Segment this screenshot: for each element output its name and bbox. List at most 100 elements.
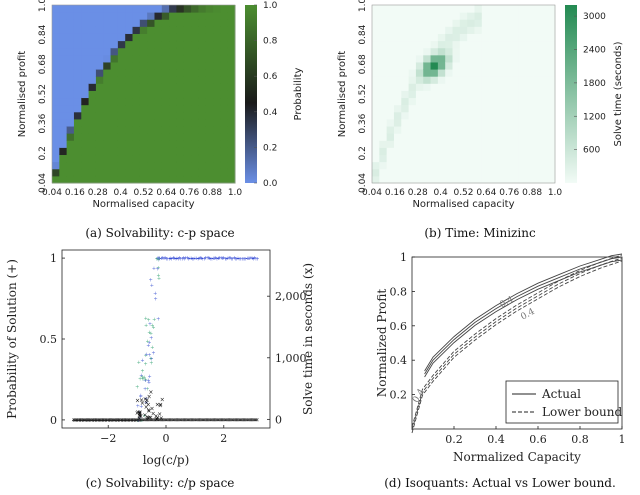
heatmap-cell: [430, 19, 439, 27]
heatmap-cell: [81, 33, 90, 42]
heatmap-cell: [132, 175, 141, 184]
heatmap-cell: [511, 97, 519, 106]
heatmap-cell: [386, 118, 395, 127]
heatmap-cell: [81, 97, 90, 106]
heatmap-cell: [227, 47, 236, 56]
solve-time-point: ×: [249, 417, 253, 423]
caption-c: (c) Solvability: c/p space: [85, 476, 235, 490]
solve-time-point: ×: [155, 414, 160, 421]
solve-time-point: ×: [187, 417, 191, 423]
probability-point: +: [126, 418, 130, 424]
solve-time-point: ×: [147, 393, 152, 400]
solve-time-point: ×: [113, 417, 117, 423]
heatmap-cell: [445, 69, 454, 77]
solve-time-point: ×: [155, 416, 160, 423]
heatmap-cell: [518, 111, 527, 120]
probability-point: +: [96, 418, 100, 424]
heatmap-cell: [474, 111, 483, 120]
solve-time-point: ×: [135, 410, 140, 417]
probability-point: +: [194, 256, 198, 262]
heatmap-cell: [393, 111, 402, 120]
probability-point: +: [187, 256, 191, 262]
heatmap-cell: [401, 133, 410, 141]
heatmap-cell: [139, 61, 148, 70]
solve-time-point: ×: [80, 417, 84, 423]
heatmap-cell: [66, 12, 75, 20]
probability-point: +: [151, 325, 155, 331]
solve-time-point: ×: [90, 417, 94, 423]
solve-time-point: ×: [107, 417, 111, 423]
solve-time-point: ×: [255, 417, 259, 423]
heatmap-cell: [511, 33, 519, 42]
probability-point: +: [153, 291, 157, 297]
heatmap-cell: [547, 161, 556, 170]
heatmap-cell: [66, 118, 75, 127]
solve-time-point: ×: [147, 417, 151, 423]
heatmap-cell: [110, 154, 119, 163]
probability-point: +: [180, 256, 184, 262]
heatmap-cell: [489, 161, 497, 170]
heatmap-cell: [533, 47, 541, 56]
x-tick-label: 0.2: [445, 433, 463, 446]
heatmap-cell: [81, 175, 90, 184]
heatmap-cell: [81, 61, 90, 70]
heatmap-cell: [518, 104, 527, 113]
heatmap-cell: [88, 154, 97, 163]
heatmap-cell: [481, 40, 490, 49]
heatmap-cell: [525, 154, 534, 163]
heatmap-cell: [227, 33, 236, 42]
probability-point: +: [122, 418, 126, 424]
heatmap-cell: [132, 47, 141, 56]
heatmap-cell: [191, 26, 199, 34]
heatmap-cell: [110, 61, 119, 70]
heatmap-cell: [220, 90, 229, 99]
colorbar-tick-label: 1800: [583, 79, 606, 89]
heatmap-cell: [132, 12, 141, 20]
heatmap-cell: [415, 61, 424, 70]
heatmap-cell: [533, 12, 541, 20]
heatmap-cell: [220, 47, 229, 56]
heatmap-cell: [430, 111, 439, 120]
heatmap-cell: [423, 118, 432, 127]
heatmap-cell: [467, 19, 475, 27]
heatmap-cell: [401, 154, 410, 163]
heatmap-cell: [183, 90, 192, 99]
solve-time-point: ×: [216, 417, 220, 423]
heatmap-cell: [511, 19, 519, 27]
heatmap-cell: [518, 126, 527, 134]
heatmap-cell: [59, 33, 68, 42]
probability-point: +: [232, 256, 236, 262]
probability-point: +: [113, 418, 117, 424]
solve-time-point: ×: [200, 417, 204, 423]
heatmap-cell: [547, 5, 556, 13]
heatmap-cell: [103, 97, 112, 106]
solve-time-point: ×: [205, 417, 209, 423]
probability-point: +: [171, 255, 175, 261]
heatmap-cell: [213, 33, 221, 42]
heatmap-cell: [525, 76, 534, 84]
heatmap-cell: [496, 90, 505, 99]
heatmap-cell: [220, 175, 229, 184]
heatmap-cell: [452, 90, 461, 99]
heatmap-cell: [372, 47, 380, 56]
heatmap-cell: [540, 175, 549, 184]
heatmap-cell: [125, 5, 134, 13]
heatmap-cell: [533, 126, 541, 134]
probability-point: +: [156, 257, 160, 263]
heatmap-cell: [125, 140, 134, 148]
heatmap-cell: [408, 147, 417, 156]
heatmap-cell: [379, 83, 388, 91]
heatmap-cell: [401, 83, 410, 91]
probability-point: +: [121, 418, 125, 424]
heatmap-cell: [132, 168, 141, 177]
heatmap-cell: [73, 54, 82, 63]
heatmap-cell: [220, 40, 229, 49]
heatmap-cell: [437, 69, 446, 77]
heatmap-cell: [125, 104, 134, 113]
probability-point: +: [139, 418, 143, 424]
heatmap-cell: [95, 76, 104, 84]
heatmap-cell: [110, 97, 119, 106]
heatmap-cell: [132, 104, 141, 113]
heatmap-cell: [154, 76, 163, 84]
heatmap-cell: [481, 133, 490, 141]
